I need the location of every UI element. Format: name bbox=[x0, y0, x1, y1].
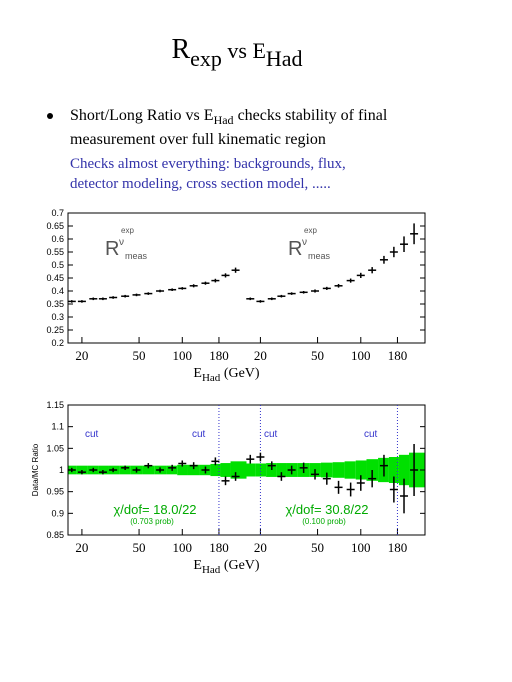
x-tick-label: 180 bbox=[388, 540, 408, 555]
cut-label: cut bbox=[85, 429, 99, 440]
y-tick-label: 0.35 bbox=[46, 299, 64, 309]
cut-label: cut bbox=[364, 429, 378, 440]
y-tick-label: 1.15 bbox=[46, 400, 64, 410]
fit-prob: (0.703 prob) bbox=[130, 517, 174, 526]
uncertainty-band bbox=[246, 463, 256, 477]
bullet-text: measurement over full kinematic region bbox=[70, 131, 326, 148]
x-label-part: (GeV) bbox=[220, 558, 260, 573]
y-tick-label: 1 bbox=[59, 465, 64, 475]
y-tick-label: 0.25 bbox=[46, 325, 64, 335]
uncertainty-band bbox=[332, 462, 345, 478]
x-axis-label: EHad (GeV) bbox=[193, 558, 259, 576]
note-text: Checks almost everything: backgrounds, f… bbox=[70, 156, 346, 172]
uncertainty-band bbox=[388, 457, 399, 483]
y-tick-label: 0.3 bbox=[51, 312, 64, 322]
x-tick-label: 100 bbox=[173, 540, 193, 555]
x-label-part: E bbox=[193, 366, 202, 381]
uncertainty-band bbox=[177, 464, 188, 476]
annotation-meas: meas bbox=[308, 251, 331, 261]
y-tick-label: 0.95 bbox=[46, 487, 64, 497]
y-tick-label: 0.85 bbox=[46, 530, 64, 540]
uncertainty-band bbox=[142, 465, 155, 475]
y-tick-label: 0.45 bbox=[46, 273, 64, 283]
y-tick-label: 0.65 bbox=[46, 221, 64, 231]
x-tick-label: 50 bbox=[133, 348, 146, 363]
x-tick-label: 50 bbox=[311, 348, 324, 363]
x-tick-label: 100 bbox=[351, 348, 371, 363]
note-text: detector modeling, cross section model, … bbox=[70, 176, 331, 192]
y-tick-label: 1.1 bbox=[51, 422, 64, 432]
y-tick-label: 0.7 bbox=[51, 208, 64, 218]
x-tick-label: 20 bbox=[75, 348, 88, 363]
annotation-r: R bbox=[105, 238, 119, 260]
fit-label: χ/dof= 18.0/22 bbox=[113, 502, 196, 517]
uncertainty-band bbox=[344, 461, 356, 479]
title-sub: exp bbox=[190, 46, 222, 71]
x-tick-label: 180 bbox=[388, 348, 408, 363]
bullet-part: Short/Long Ratio vs E bbox=[70, 107, 214, 124]
x-tick-label: 100 bbox=[351, 540, 371, 555]
x-label-part: (GeV) bbox=[220, 366, 260, 381]
annotation-meas: meas bbox=[125, 251, 148, 261]
bullet-part: checks stability of final bbox=[234, 107, 388, 124]
y-axis-label: Data/MC Ratio bbox=[31, 443, 40, 496]
y-tick-label: 0.5 bbox=[51, 260, 64, 270]
annotation-exp: exp bbox=[121, 226, 134, 235]
annotation-exp: exp bbox=[304, 226, 317, 235]
x-tick-label: 20 bbox=[254, 348, 267, 363]
x-label-part: E bbox=[193, 558, 202, 573]
bullet-text: Short/Long Ratio vs EHad checks stabilit… bbox=[70, 107, 388, 127]
x-tick-label: 180 bbox=[209, 540, 229, 555]
uncertainty-band bbox=[320, 462, 333, 478]
slide-title: Rexp vs EHad bbox=[171, 34, 302, 71]
fit-prob: (0.100 prob) bbox=[302, 517, 346, 526]
annotation-nu: ν bbox=[119, 237, 124, 248]
x-tick-label: 50 bbox=[311, 540, 324, 555]
x-tick-label: 50 bbox=[133, 540, 146, 555]
uncertainty-band bbox=[210, 463, 221, 477]
uncertainty-band bbox=[355, 460, 367, 480]
y-tick-label: 0.6 bbox=[51, 234, 64, 244]
x-tick-label: 180 bbox=[209, 348, 229, 363]
title-part: vs E bbox=[222, 38, 266, 63]
uncertainty-band bbox=[220, 463, 231, 477]
cut-label: cut bbox=[192, 429, 206, 440]
annotation-r: R bbox=[288, 238, 302, 260]
x-tick-label: 20 bbox=[75, 540, 88, 555]
title-sub: Had bbox=[266, 46, 303, 71]
y-tick-label: 0.55 bbox=[46, 247, 64, 257]
bullet-sub: Had bbox=[214, 113, 234, 127]
uncertainty-band bbox=[398, 454, 410, 486]
x-label-part: Had bbox=[202, 372, 221, 384]
x-label-part: Had bbox=[202, 564, 221, 576]
title-part: R bbox=[171, 34, 190, 65]
x-tick-label: 100 bbox=[173, 348, 193, 363]
x-tick-label: 20 bbox=[254, 540, 267, 555]
cut-label: cut bbox=[264, 429, 278, 440]
annotation-nu: ν bbox=[302, 237, 307, 248]
y-tick-label: 0.4 bbox=[51, 286, 64, 296]
uncertainty-band bbox=[187, 464, 200, 476]
y-tick-label: 0.9 bbox=[51, 508, 64, 518]
y-tick-label: 1.05 bbox=[46, 443, 64, 453]
x-axis-label: EHad (GeV) bbox=[193, 366, 259, 384]
fit-label: χ/dof= 30.8/22 bbox=[285, 502, 368, 517]
bullet-dot bbox=[47, 113, 53, 119]
uncertainty-band bbox=[230, 461, 247, 479]
y-tick-label: 0.2 bbox=[51, 338, 64, 348]
uncertainty-band bbox=[255, 463, 267, 477]
uncertainty-band bbox=[276, 463, 287, 477]
